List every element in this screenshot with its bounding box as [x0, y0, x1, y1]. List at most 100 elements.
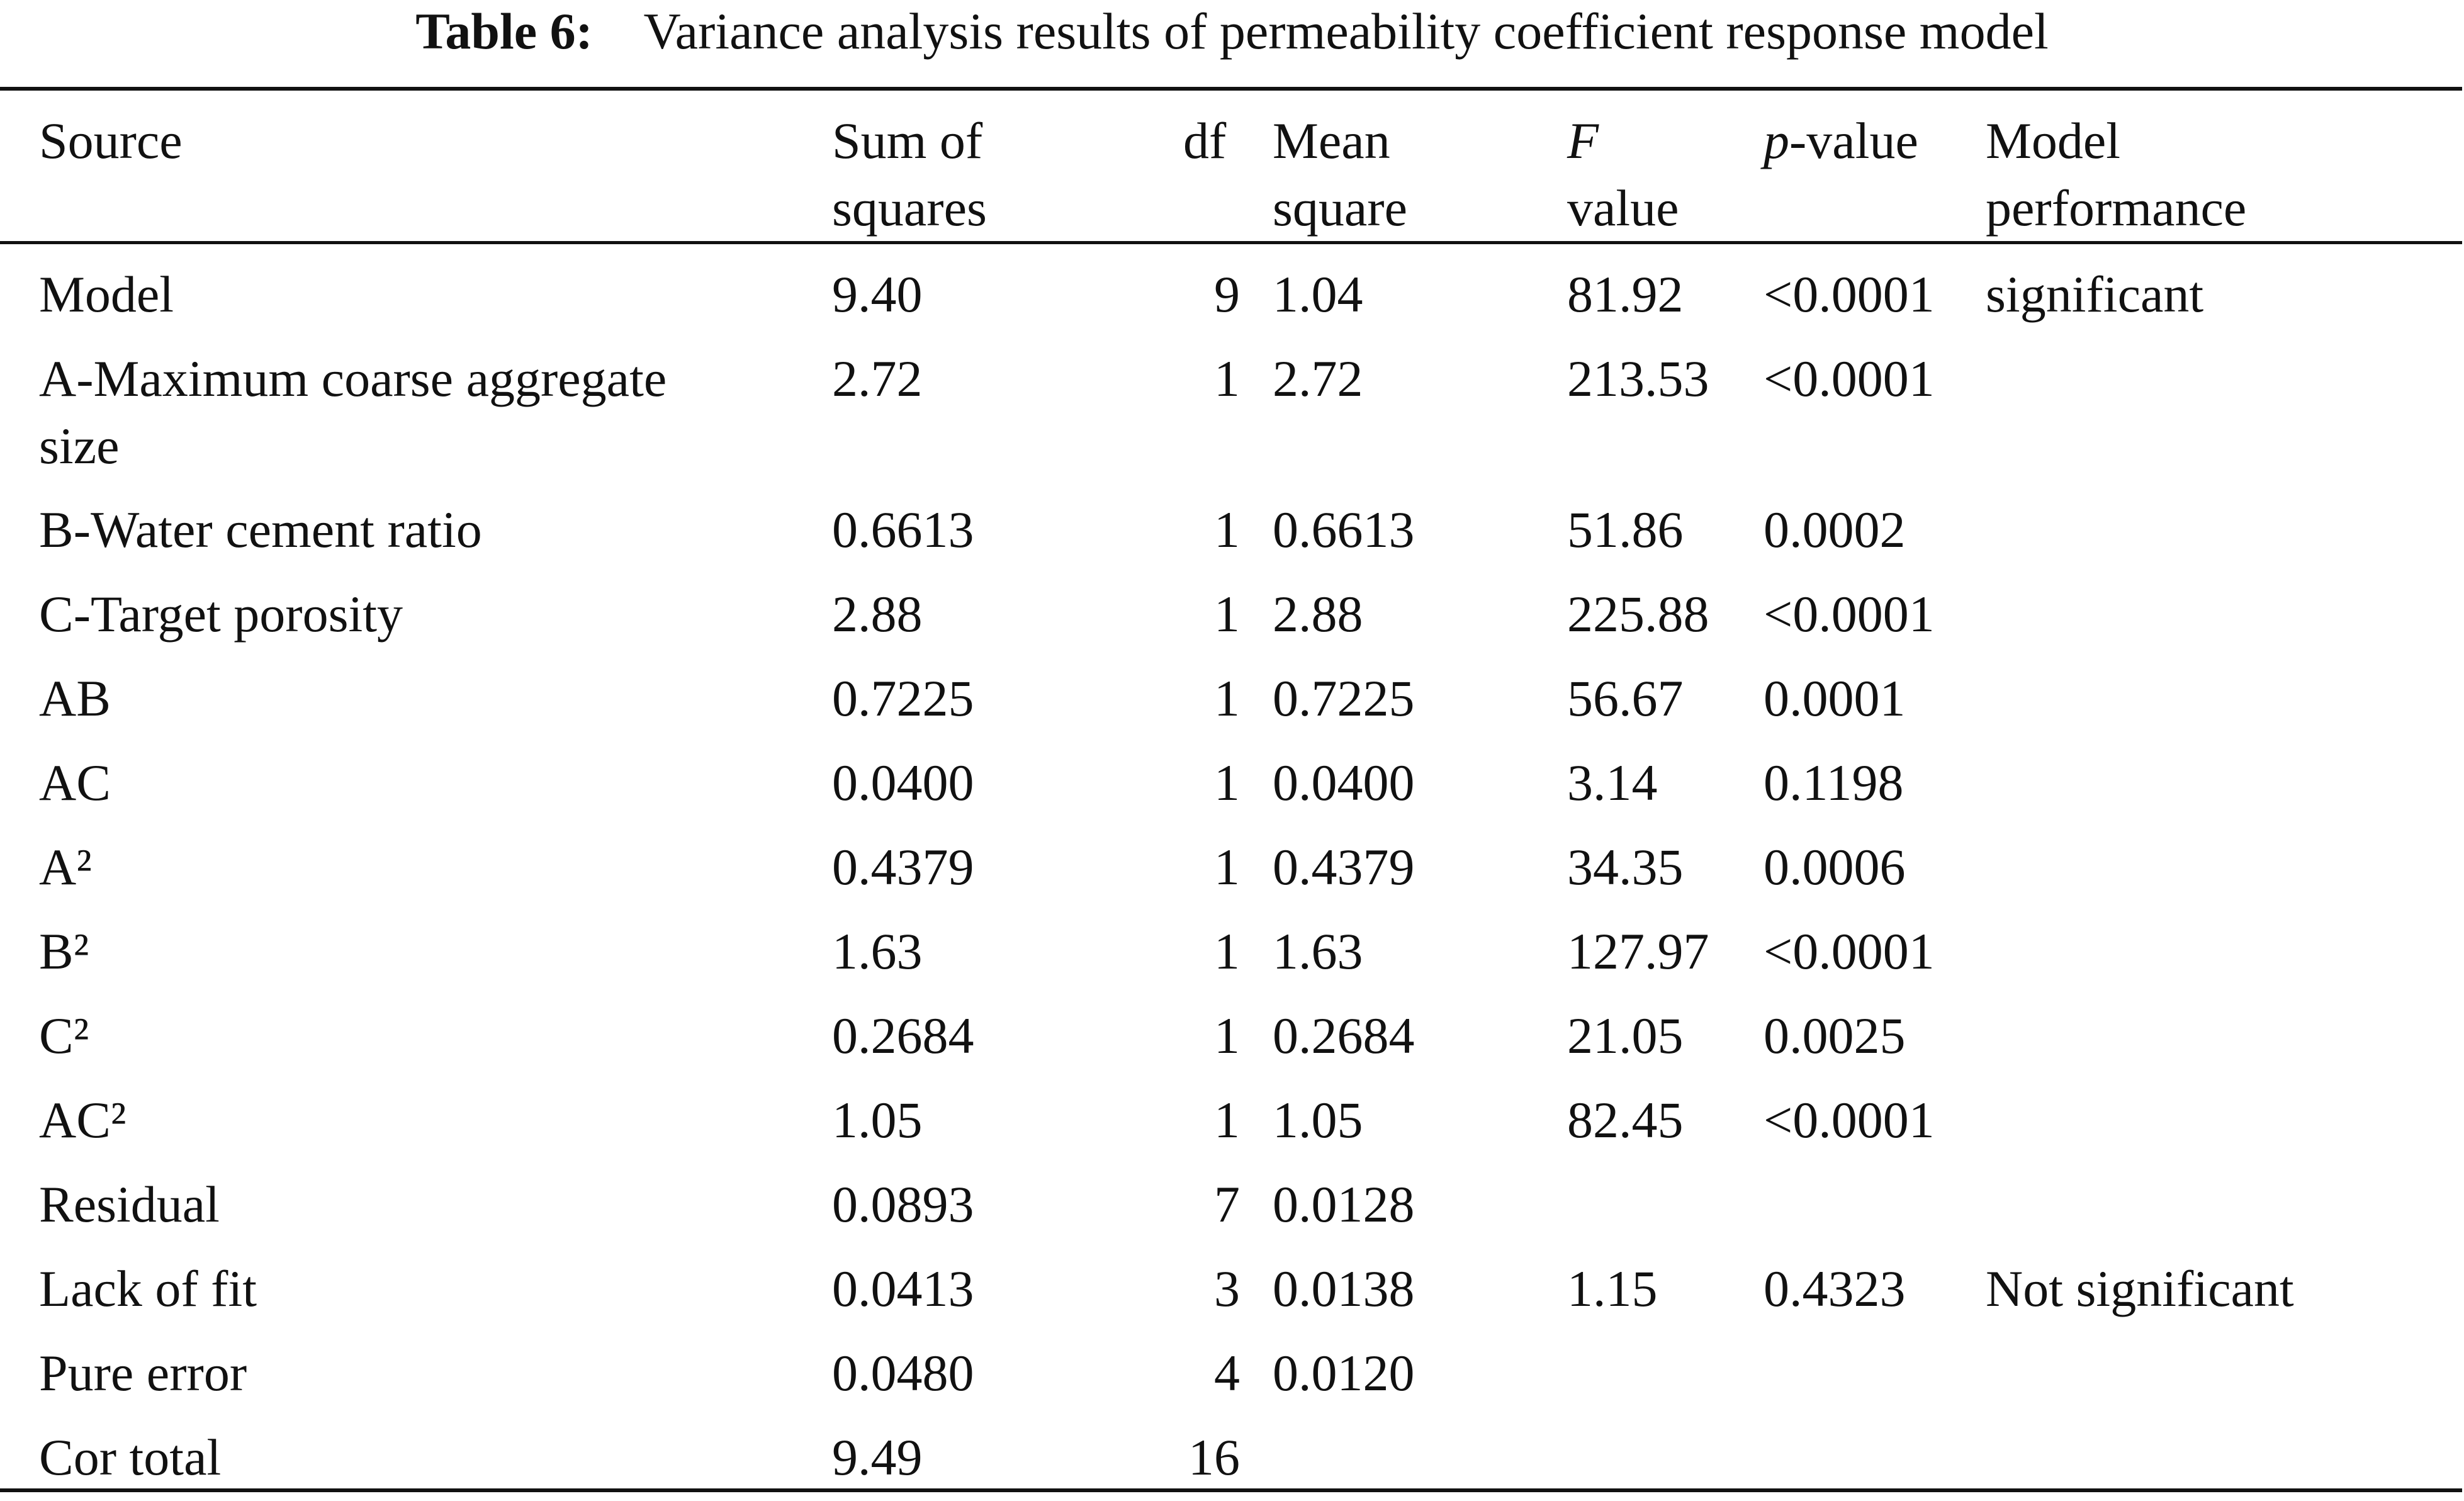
table-cell-f: 56.67: [1567, 670, 1684, 727]
table-cell-f: 213.53: [1567, 350, 1709, 407]
table-header-rule: [0, 241, 2462, 244]
table-cell-df: 1: [1214, 670, 1240, 727]
header-mean-square: Mean square: [1273, 107, 1407, 242]
table-cell-source: A²: [39, 838, 92, 896]
table-cell-df: 16: [1188, 1429, 1240, 1486]
table-cell-ss: 0.2684: [832, 1007, 974, 1064]
header-f-value-symbol: F: [1567, 112, 1599, 169]
table-caption: Table 6: Variance analysis results of pe…: [0, 1, 2464, 61]
table-cell-df: 1: [1214, 1007, 1240, 1064]
table-cell-ms: 1.63: [1273, 923, 1363, 980]
header-sum-of-squares-line2: squares: [832, 179, 987, 237]
table-cell-source: AC²: [39, 1091, 127, 1149]
table-cell-f: 81.92: [1567, 266, 1684, 323]
table-cell-ss: 0.0413: [832, 1260, 974, 1317]
table-cell-p: 0.4323: [1764, 1260, 1906, 1317]
table-cell-p: <0.0001: [1764, 585, 1935, 643]
table-cell-source: B²: [39, 923, 89, 980]
table-cell-df: 1: [1214, 350, 1240, 407]
table-cell-f: 127.97: [1567, 923, 1709, 980]
table-caption-title: Variance analysis results of permeabilit…: [643, 3, 2049, 60]
table-top-rule: [0, 87, 2462, 91]
header-mean-square-line2: square: [1273, 179, 1408, 237]
table-cell-source: A-Maximum coarse aggregate: [39, 350, 667, 407]
header-df: df: [1183, 107, 1226, 174]
header-model-performance-line2: performance: [1986, 179, 2247, 237]
header-source: Source: [39, 107, 183, 174]
table-cell-p: 0.0002: [1764, 501, 1906, 558]
table-cell-ms: 0.0138: [1273, 1260, 1415, 1317]
header-model-performance: Model performance: [1986, 107, 2246, 242]
table-cell-ss: 2.88: [832, 585, 923, 643]
table-cell-df: 4: [1214, 1344, 1240, 1402]
table-cell-ss: 9.49: [832, 1429, 923, 1486]
table-cell-ms: 2.72: [1273, 350, 1363, 407]
table-cell-source: B-Water cement ratio: [39, 501, 482, 558]
table-cell-source: C²: [39, 1007, 89, 1064]
table-cell-p: 0.0001: [1764, 670, 1906, 727]
header-sum-of-squares-line1: Sum of: [832, 112, 983, 169]
header-f-value: F value: [1567, 107, 1679, 242]
table-cell-ss: 0.4379: [832, 838, 974, 896]
table-cell-f: 225.88: [1567, 585, 1709, 643]
header-p-value-rest: -value: [1789, 112, 1918, 169]
table-cell-ss: 2.72: [832, 350, 923, 407]
table-cell-p: <0.0001: [1764, 266, 1935, 323]
table-cell-f: 82.45: [1567, 1091, 1684, 1149]
table-caption-label: Table 6:: [415, 3, 593, 60]
table-cell-ms: 0.0120: [1273, 1344, 1415, 1402]
header-df-text: df: [1183, 112, 1227, 169]
table-cell-source: Residual: [39, 1176, 220, 1233]
table-cell-ss: 0.6613: [832, 501, 974, 558]
table-cell-f: 34.35: [1567, 838, 1684, 896]
table-cell-ss: 1.63: [832, 923, 923, 980]
table-cell-ms: 1.05: [1273, 1091, 1363, 1149]
table-cell-ms: 0.0400: [1273, 754, 1415, 811]
table-cell-df: 7: [1214, 1176, 1240, 1233]
table-cell-source: Lack of fit: [39, 1260, 257, 1317]
table-cell-source: Pure error: [39, 1344, 247, 1402]
table-caption-spacer: [606, 3, 632, 60]
table-cell-perf: Not significant: [1986, 1260, 2294, 1317]
header-mean-square-line1: Mean: [1273, 112, 1390, 169]
table-cell-source: Cor total: [39, 1429, 222, 1486]
table-cell-ss: 1.05: [832, 1091, 923, 1149]
table-cell-df: 1: [1214, 501, 1240, 558]
header-p-value: p-value: [1764, 107, 1918, 174]
header-model-performance-line1: Model: [1986, 112, 2121, 169]
table-cell-f: 51.86: [1567, 501, 1684, 558]
table-cell-ms: 0.7225: [1273, 670, 1415, 727]
table-cell-p: <0.0001: [1764, 350, 1935, 407]
table-cell-ss: 0.0400: [832, 754, 974, 811]
table-cell-df: 1: [1214, 923, 1240, 980]
table-cell-ms: 0.6613: [1273, 501, 1415, 558]
table-cell-p: <0.0001: [1764, 1091, 1935, 1149]
header-source-text: Source: [39, 112, 183, 169]
table-bottom-rule: [0, 1488, 2462, 1492]
table-cell-ss: 0.0893: [832, 1176, 974, 1233]
table-cell-df: 1: [1214, 754, 1240, 811]
table-cell-ms: 0.0128: [1273, 1176, 1415, 1233]
table-cell-source-line2: size: [39, 417, 120, 475]
table-cell-f: 21.05: [1567, 1007, 1684, 1064]
table-cell-ms: 1.04: [1273, 266, 1363, 323]
header-sum-of-squares: Sum of squares: [832, 107, 987, 242]
table-cell-ss: 0.7225: [832, 670, 974, 727]
header-p-value-symbol: p: [1764, 112, 1789, 169]
table-cell-df: 3: [1214, 1260, 1240, 1317]
table-cell-ms: 2.88: [1273, 585, 1363, 643]
table-cell-source: AB: [39, 670, 111, 727]
table-cell-source: AC: [39, 754, 111, 811]
table-cell-ss: 0.0480: [832, 1344, 974, 1402]
table-cell-df: 1: [1214, 838, 1240, 896]
table-cell-ms: 0.2684: [1273, 1007, 1415, 1064]
table-cell-p: <0.0001: [1764, 923, 1935, 980]
table-cell-perf: significant: [1986, 266, 2204, 323]
table-cell-df: 1: [1214, 585, 1240, 643]
table-cell-df: 9: [1214, 266, 1240, 323]
table-cell-ss: 9.40: [832, 266, 923, 323]
table-cell-p: 0.0006: [1764, 838, 1906, 896]
table-cell-source: Model: [39, 266, 174, 323]
table-cell-source: C-Target porosity: [39, 585, 403, 643]
